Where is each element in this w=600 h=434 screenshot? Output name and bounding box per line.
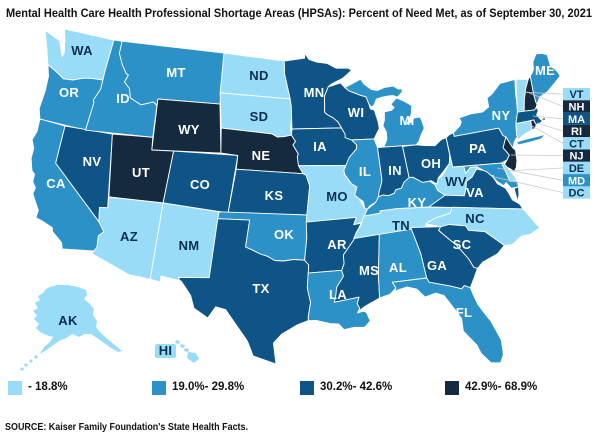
svg-text:42.9%- 68.9%: 42.9%- 68.9% (465, 381, 537, 393)
svg-text:OH: OH (421, 156, 441, 171)
svg-text:19.0%- 29.8%: 19.0%- 29.8% (172, 381, 244, 393)
svg-text:OK: OK (274, 227, 294, 242)
svg-text:NJ: NJ (569, 151, 583, 163)
svg-text:NY: NY (492, 108, 511, 123)
svg-text:FL: FL (456, 305, 472, 320)
svg-text:MA: MA (568, 114, 585, 126)
svg-text:WI: WI (348, 105, 364, 120)
svg-text:- 18.8%: - 18.8% (28, 381, 68, 393)
svg-text:AL: AL (389, 260, 407, 275)
svg-text:SD: SD (250, 109, 269, 124)
svg-text:TX: TX (252, 281, 269, 296)
svg-text:IN: IN (388, 163, 402, 178)
svg-text:IA: IA (313, 139, 327, 154)
svg-text:NV: NV (83, 154, 102, 169)
svg-text:VA: VA (466, 185, 484, 200)
svg-text:WV: WV (445, 174, 467, 189)
svg-text:SOURCE: Kaiser Family Foundati: SOURCE: Kaiser Family Foundation's State… (5, 421, 248, 433)
svg-text:PA: PA (469, 141, 487, 156)
svg-text:MS: MS (359, 263, 379, 278)
svg-text:TN: TN (392, 218, 410, 233)
svg-text:WY: WY (178, 122, 200, 137)
svg-text:MT: MT (166, 65, 185, 80)
svg-text:SC: SC (453, 237, 472, 252)
svg-text:UT: UT (132, 165, 150, 180)
svg-text:GA: GA (427, 258, 447, 273)
svg-text:AZ: AZ (120, 229, 138, 244)
svg-text:HI: HI (159, 343, 173, 358)
svg-text:DC: DC (569, 188, 585, 200)
svg-text:AR: AR (327, 237, 347, 252)
svg-text:DE: DE (569, 163, 584, 175)
svg-text:30.2%- 42.6%: 30.2%- 42.6% (320, 381, 392, 393)
svg-text:CO: CO (190, 177, 210, 192)
svg-text:CA: CA (46, 176, 66, 191)
svg-text:MD: MD (568, 175, 585, 187)
svg-text:AK: AK (58, 313, 78, 328)
svg-text:NC: NC (465, 211, 485, 226)
svg-text:MI: MI (399, 113, 414, 128)
svg-text:CT: CT (569, 138, 584, 150)
svg-text:VT: VT (569, 89, 583, 101)
svg-text:MN: MN (304, 85, 325, 100)
svg-text:NE: NE (252, 148, 271, 163)
svg-text:WA: WA (71, 43, 93, 58)
svg-text:KY: KY (408, 195, 427, 210)
svg-text:LA: LA (329, 287, 347, 302)
svg-text:NH: NH (569, 102, 585, 114)
svg-text:NM: NM (179, 238, 200, 253)
svg-text:OR: OR (59, 85, 79, 100)
svg-text:ND: ND (249, 68, 268, 83)
svg-text:MO: MO (326, 189, 348, 204)
svg-text:IL: IL (359, 164, 371, 179)
svg-text:Mental Health Care Health Prof: Mental Health Care Health Professional S… (6, 8, 593, 20)
svg-text:ME: ME (535, 63, 555, 78)
svg-text:ID: ID (116, 91, 130, 106)
svg-text:KS: KS (265, 188, 284, 203)
svg-text:RI: RI (571, 126, 582, 138)
